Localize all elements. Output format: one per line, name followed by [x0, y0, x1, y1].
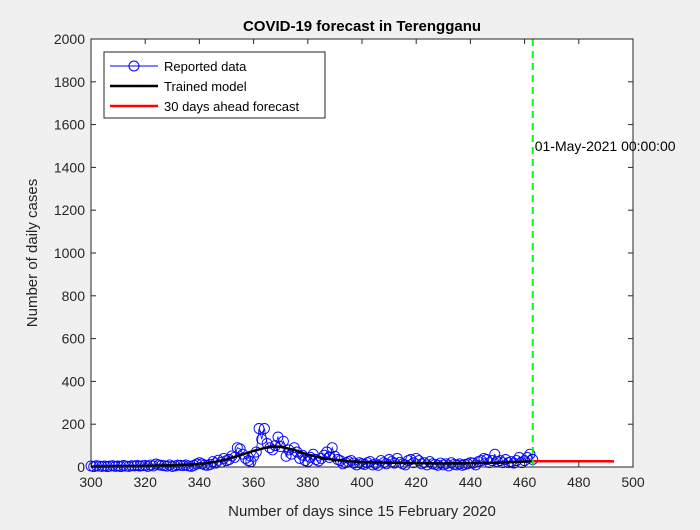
y-tick-label: 600: [62, 331, 86, 347]
forecast-date-annotation: 01-May-2021 00:00:00: [535, 138, 676, 154]
annotation-layer: 01-May-2021 00:00:00: [535, 138, 676, 154]
y-tick-label: 1000: [54, 245, 85, 261]
x-axis-label: Number of days since 15 February 2020: [228, 503, 496, 520]
legend-label-forecast: 30 days ahead forecast: [164, 99, 300, 114]
legend: Reported data Trained model 30 days ahea…: [104, 52, 325, 118]
x-tick-label: 320: [134, 474, 158, 490]
x-tick-label: 500: [621, 474, 645, 490]
y-tick-label: 1800: [54, 74, 85, 90]
chart-title: COVID-19 forecast in Terengganu: [243, 18, 481, 35]
y-tick-label: 800: [62, 288, 86, 304]
legend-label-trained: Trained model: [164, 79, 247, 94]
x-tick-label: 360: [242, 474, 266, 490]
y-axis-label: Number of daily cases: [24, 179, 41, 327]
y-tick-label: 400: [62, 373, 86, 389]
x-tick-label: 300: [79, 474, 103, 490]
x-tick-label: 420: [405, 474, 429, 490]
legend-label-reported: Reported data: [164, 59, 247, 74]
y-tick-label: 1200: [54, 202, 85, 218]
y-tick-label: 1600: [54, 117, 85, 133]
y-tick-label: 2000: [54, 31, 85, 47]
y-tick-label: 200: [62, 416, 86, 432]
x-tick-label: 340: [188, 474, 212, 490]
x-tick-label: 480: [567, 474, 591, 490]
y-tick-label: 0: [77, 459, 85, 475]
y-tick-label: 1400: [54, 159, 85, 175]
x-tick-label: 400: [350, 474, 374, 490]
x-tick-label: 460: [513, 474, 537, 490]
x-tick-label: 440: [459, 474, 483, 490]
x-tick-label: 380: [296, 474, 320, 490]
